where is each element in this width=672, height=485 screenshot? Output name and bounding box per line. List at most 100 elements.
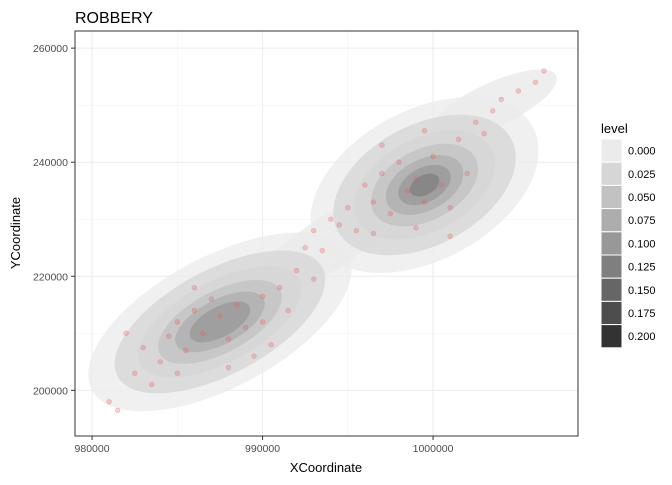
legend-label: 0.125 bbox=[628, 262, 656, 274]
data-points bbox=[106, 68, 547, 414]
data-point bbox=[217, 313, 223, 319]
legend-items: 0.000 0.025 0.050 0.075 0.100 0.125 0.150 0.175… bbox=[600, 138, 656, 349]
data-point bbox=[438, 182, 445, 188]
legend-key bbox=[600, 138, 623, 163]
legend-label: 0.100 bbox=[628, 238, 656, 250]
x-tick-label: 1000000 bbox=[413, 443, 454, 455]
data-point bbox=[200, 330, 206, 337]
data-point bbox=[174, 319, 181, 325]
data-point bbox=[464, 170, 470, 177]
legend-key bbox=[600, 300, 623, 326]
data-point bbox=[370, 230, 377, 237]
data-point bbox=[251, 353, 257, 359]
data-point bbox=[183, 347, 189, 354]
legend-label: 0.150 bbox=[628, 285, 656, 297]
legend-label: 0.050 bbox=[628, 192, 656, 204]
data-point bbox=[114, 407, 121, 414]
data-point bbox=[498, 96, 504, 103]
x-tick-label: 990000 bbox=[245, 443, 280, 455]
y-tick-label: 240000 bbox=[33, 157, 68, 169]
y-axis-label: YCoordinate bbox=[8, 197, 23, 269]
data-point bbox=[234, 302, 240, 308]
data-point bbox=[268, 342, 274, 348]
y-tick-label: 200000 bbox=[33, 385, 68, 397]
data-point bbox=[447, 233, 453, 240]
density-contour bbox=[409, 173, 440, 197]
x-axis-label: XCoordinate bbox=[290, 460, 362, 475]
legend-key bbox=[600, 254, 623, 279]
data-point bbox=[293, 267, 300, 274]
data-point bbox=[242, 324, 249, 331]
data-point bbox=[302, 245, 308, 251]
legend-key bbox=[600, 231, 623, 256]
data-point bbox=[276, 284, 283, 291]
data-point bbox=[430, 153, 436, 160]
data-point bbox=[174, 370, 181, 376]
plot-border bbox=[74, 30, 579, 437]
data-point bbox=[421, 199, 428, 205]
data-point bbox=[149, 381, 155, 388]
data-point bbox=[208, 296, 215, 302]
legend-key bbox=[600, 208, 623, 233]
legend-key bbox=[600, 277, 623, 302]
data-point bbox=[472, 119, 479, 125]
data-point bbox=[421, 128, 428, 134]
density-contours bbox=[88, 69, 557, 412]
data-point bbox=[490, 108, 496, 114]
data-point bbox=[379, 142, 385, 148]
data-point bbox=[157, 359, 163, 365]
data-point bbox=[413, 176, 419, 183]
data-point bbox=[166, 333, 172, 339]
legend-key bbox=[600, 184, 623, 210]
data-point bbox=[362, 182, 368, 188]
data-point bbox=[319, 247, 325, 254]
legend: level 0.000 0.025 0.050 0.075 0.100 0.125 0.15… bbox=[600, 121, 656, 349]
data-point bbox=[311, 276, 317, 282]
legend-label: 0.175 bbox=[628, 308, 656, 320]
data-point bbox=[515, 88, 522, 94]
data-point bbox=[259, 293, 266, 299]
data-point bbox=[225, 364, 232, 371]
legend-key bbox=[600, 324, 623, 349]
legend-label: 0.200 bbox=[628, 331, 656, 343]
data-point bbox=[131, 370, 138, 376]
data-point bbox=[123, 330, 129, 337]
chart-title: ROBBERY bbox=[75, 10, 153, 27]
data-point bbox=[455, 136, 462, 143]
data-point bbox=[191, 307, 198, 314]
data-point bbox=[370, 199, 377, 205]
legend-title: level bbox=[601, 121, 628, 136]
x-tick-label: 980000 bbox=[75, 443, 110, 455]
data-point bbox=[396, 159, 402, 165]
data-point bbox=[413, 225, 419, 231]
data-point bbox=[311, 227, 317, 234]
data-point bbox=[336, 222, 342, 228]
data-point bbox=[481, 130, 487, 137]
data-point bbox=[225, 336, 232, 342]
data-point bbox=[404, 188, 411, 194]
legend-label: 0.075 bbox=[628, 215, 656, 227]
legend-label: 0.025 bbox=[628, 169, 656, 181]
density-contour bbox=[189, 301, 251, 343]
y-axis: 200000 220000 240000 260000 bbox=[33, 43, 75, 397]
x-axis: 980000 990000 1000000 bbox=[75, 436, 454, 455]
data-point bbox=[541, 68, 547, 74]
data-point bbox=[379, 170, 385, 177]
data-point bbox=[106, 399, 112, 405]
data-point bbox=[285, 307, 291, 314]
data-point bbox=[353, 227, 360, 234]
data-point bbox=[387, 210, 394, 217]
data-point bbox=[345, 205, 351, 211]
data-point bbox=[328, 216, 334, 222]
data-point bbox=[140, 344, 146, 351]
y-tick-label: 260000 bbox=[33, 43, 68, 55]
data-point bbox=[532, 79, 539, 86]
data-point bbox=[191, 284, 198, 291]
data-point bbox=[447, 205, 453, 211]
data-point bbox=[259, 319, 266, 325]
legend-label: 0.000 bbox=[628, 146, 656, 158]
y-tick-label: 220000 bbox=[33, 271, 68, 283]
legend-key bbox=[600, 161, 623, 186]
